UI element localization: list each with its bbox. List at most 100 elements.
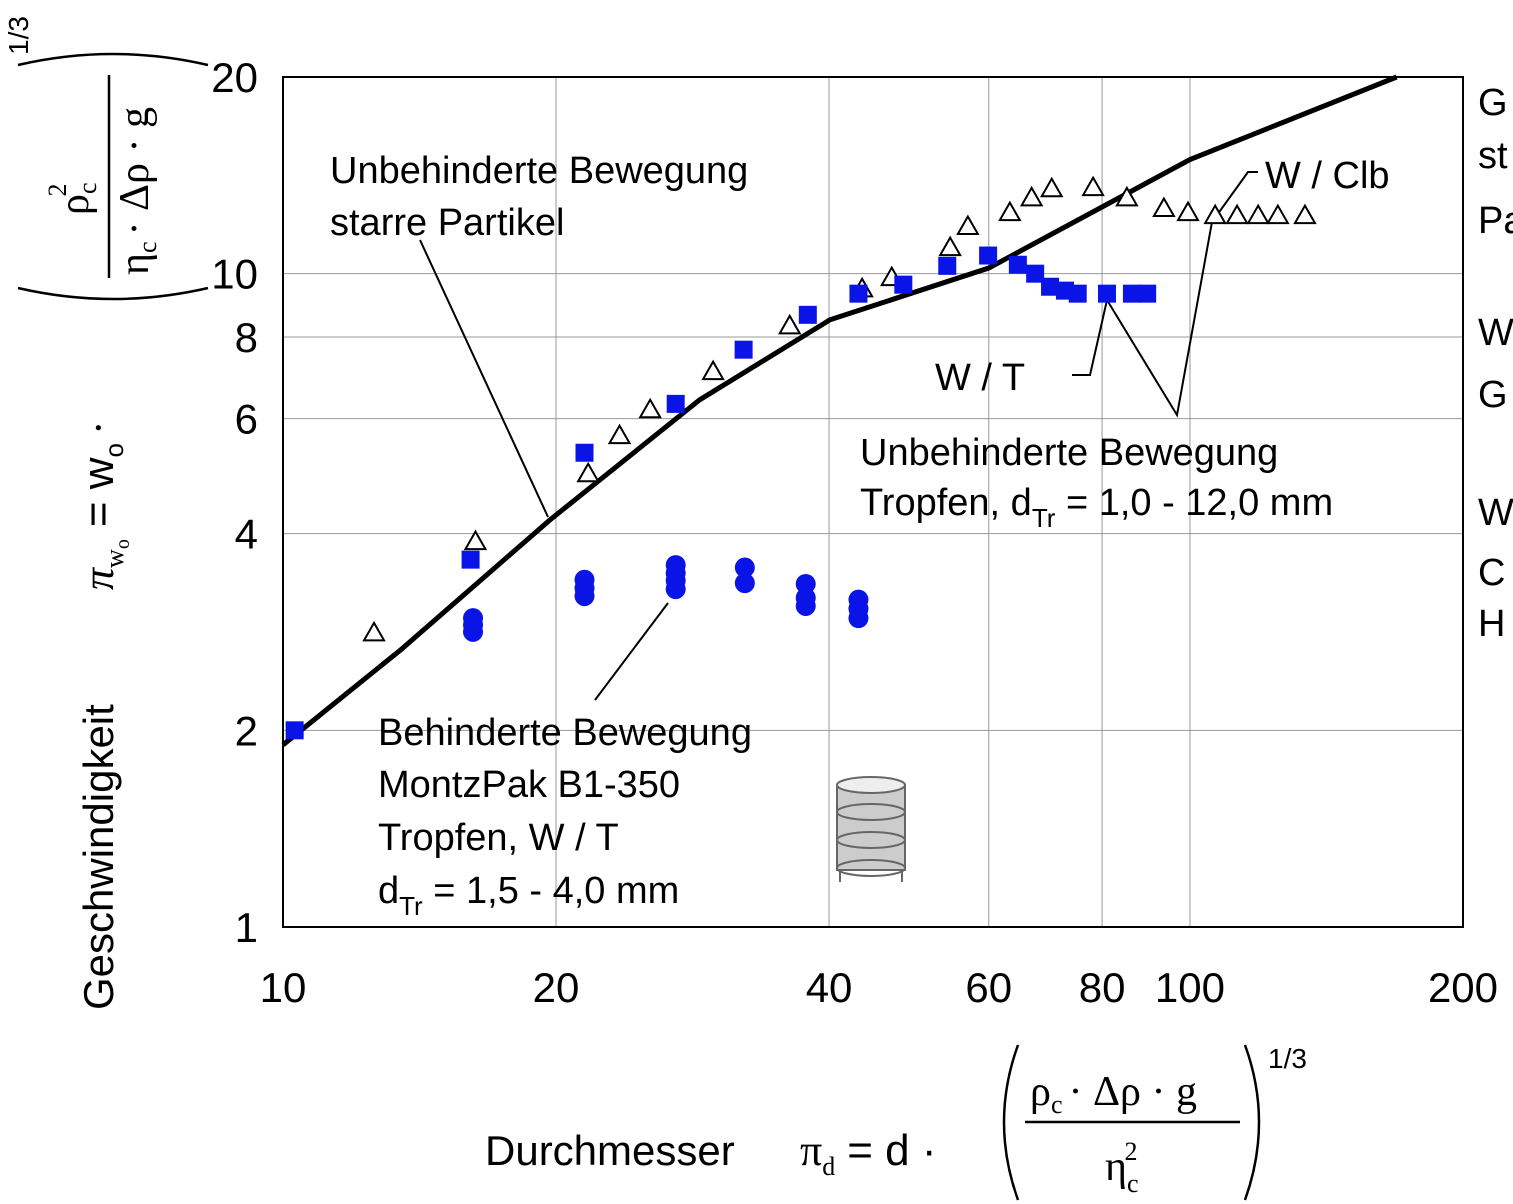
annotation-part: = 1,0 - 12,0 mm xyxy=(1055,482,1333,524)
right-text-line: C xyxy=(1478,552,1505,594)
square-marker xyxy=(938,256,957,275)
x-tick-label: 20 xyxy=(533,964,580,1011)
x-tick-label: 80 xyxy=(1079,964,1126,1011)
square-marker xyxy=(1068,284,1087,303)
right-text-line: G xyxy=(1478,82,1508,124)
annotation: Tropfen, W / T xyxy=(378,817,619,859)
square-marker xyxy=(894,275,913,294)
right-text-line: W xyxy=(1478,492,1513,534)
square-marker xyxy=(979,246,998,265)
packing-icon xyxy=(836,776,906,882)
triangle-marker xyxy=(1176,200,1200,222)
square-marker xyxy=(461,550,480,569)
annotation: Tropfen, dTr = 1,0 - 12,0 mm xyxy=(860,482,1333,533)
paren xyxy=(1243,1044,1261,1201)
paren xyxy=(17,286,209,301)
right-text-line: Pa xyxy=(1478,200,1513,242)
y-tick-label: 6 xyxy=(235,396,258,443)
square-marker xyxy=(285,721,304,740)
triangle-marker xyxy=(1019,185,1044,207)
triangle-marker xyxy=(1152,196,1176,218)
annotation-part: Tropfen, d xyxy=(860,482,1032,524)
circle-marker xyxy=(734,573,755,594)
triangle-marker xyxy=(1040,176,1064,198)
x-tick-label: 60 xyxy=(965,964,1012,1011)
formula-part: · Δρ · g xyxy=(1069,1069,1197,1115)
y-tick-label: 1 xyxy=(235,904,258,951)
y-axis-label: Geschwindigkeit πwo= wo· ρc2 ηc· Δρ · g … xyxy=(3,16,209,1010)
triangle-marker xyxy=(1115,185,1139,207)
square-marker xyxy=(798,305,817,324)
circle-marker xyxy=(574,586,595,607)
triangle-marker xyxy=(638,397,662,419)
leader-line xyxy=(419,239,549,518)
right-text-line: st xyxy=(1478,135,1508,177)
triangle-marker xyxy=(778,313,802,335)
formula-part: π xyxy=(74,566,123,590)
x-tick-label: 40 xyxy=(806,964,853,1011)
formula-part: = d · xyxy=(847,1126,936,1175)
circle-marker xyxy=(665,579,686,600)
y-tick-label: 4 xyxy=(235,511,258,558)
annotation-part: d xyxy=(378,870,399,912)
formula-sub: c xyxy=(133,241,162,253)
annotation: W / T xyxy=(935,357,1025,399)
triangle-marker xyxy=(1266,203,1290,225)
annotation-sub: Tr xyxy=(1032,503,1056,533)
square-marker xyxy=(1041,277,1060,296)
y-tick-label: 2 xyxy=(235,707,258,754)
formula-sub: o xyxy=(112,539,134,549)
annotation-part: = 1,5 - 4,0 mm xyxy=(423,870,680,912)
square-marker xyxy=(1138,284,1157,303)
plot-frame xyxy=(282,76,1464,928)
triangle-marker xyxy=(1081,175,1105,197)
triangle-marker xyxy=(1293,203,1317,225)
plot-layer xyxy=(281,74,1463,927)
square-marker xyxy=(1008,255,1027,274)
right-text: GstPaWGWCH xyxy=(1478,82,1513,645)
formula-exp: 1/3 xyxy=(1268,1043,1307,1074)
formula-sup: 2 xyxy=(43,183,72,196)
y-formula-den: ηc · Δρ · g xyxy=(112,107,162,275)
square-marker xyxy=(575,443,594,462)
right-text-line: W xyxy=(1478,312,1513,354)
right-text-line: G xyxy=(1478,374,1508,416)
square-marker xyxy=(666,394,685,413)
formula-part: · Δρ · g xyxy=(112,107,158,235)
x-tick-label: 10 xyxy=(260,964,307,1011)
x-formula: πd = d · xyxy=(800,1126,937,1181)
annotation: Behinderte Bewegung xyxy=(378,712,752,754)
square-marker xyxy=(1097,284,1116,303)
y-tick-label: 8 xyxy=(235,314,258,361)
x-formula-den: ηc 2 xyxy=(1105,1137,1139,1198)
formula-sub: o xyxy=(99,443,129,457)
paren xyxy=(17,52,209,67)
annotation-sub: Tr xyxy=(399,891,423,921)
annotation: starre Partikel xyxy=(330,202,564,244)
formula-sub: c xyxy=(1051,1090,1063,1119)
formula-part: η xyxy=(112,253,158,275)
triangle-marker xyxy=(1225,203,1249,225)
leader-line xyxy=(594,602,669,701)
x-formula-num: ρc · Δρ · g xyxy=(1030,1069,1197,1119)
formula-part: η xyxy=(1105,1144,1127,1190)
y-tick-label: 10 xyxy=(211,251,258,298)
y-formula: πwo= wo· xyxy=(74,420,134,590)
triangle-marker xyxy=(938,235,962,257)
formula-part: π xyxy=(800,1126,822,1175)
circle-marker xyxy=(795,573,816,594)
annotation: MontzPak B1-350 xyxy=(378,764,680,806)
paren xyxy=(1002,1044,1020,1201)
square-marker xyxy=(1122,284,1141,303)
right-text-line: H xyxy=(1478,603,1505,645)
triangle-marker xyxy=(607,423,632,445)
formula-part: ρ xyxy=(52,194,98,215)
formula-part: · xyxy=(74,420,123,435)
formula-part: ρ xyxy=(1030,1069,1051,1115)
formula-sup: 2 xyxy=(1125,1137,1138,1166)
triangle-marker xyxy=(998,200,1022,222)
annotation: Unbehinderte Bewegung xyxy=(860,432,1278,474)
annotation: W / Clb xyxy=(1265,155,1390,197)
leader-lines xyxy=(419,171,1258,701)
